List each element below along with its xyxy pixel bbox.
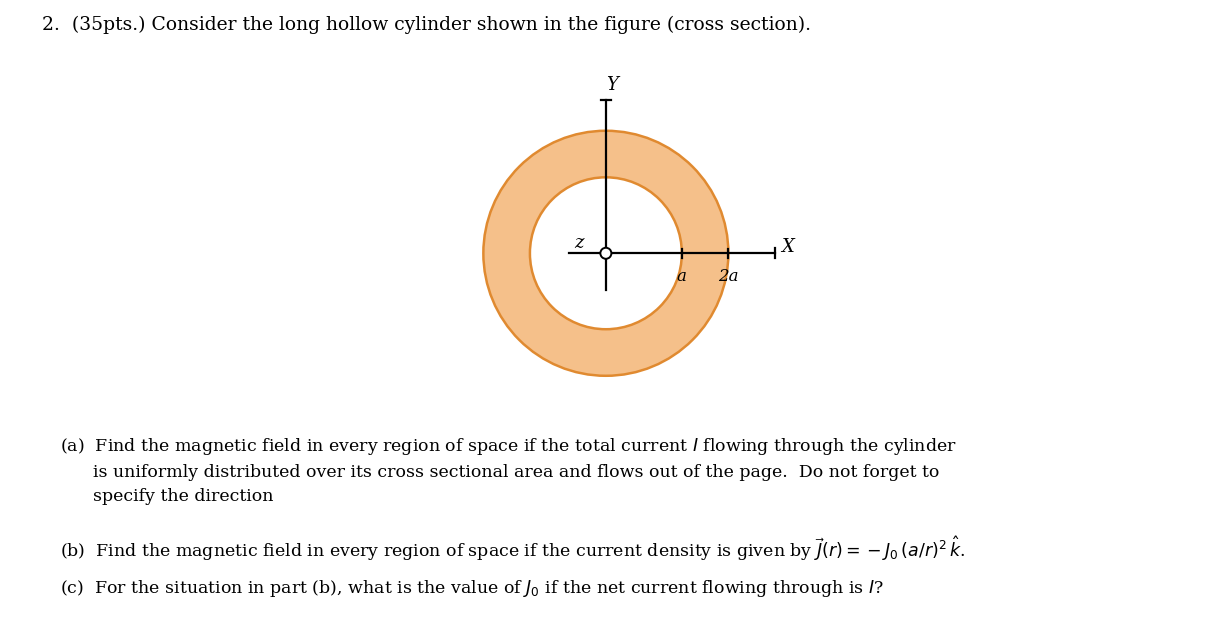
Text: X: X [781, 238, 794, 256]
Text: (c)  For the situation in part (b), what is the value of $J_0$ if the net curren: (c) For the situation in part (b), what … [60, 578, 884, 599]
Text: Y: Y [607, 76, 617, 94]
Text: (b)  Find the magnetic field in every region of space if the current density is : (b) Find the magnetic field in every reg… [60, 535, 966, 563]
Circle shape [484, 131, 728, 376]
Text: (a)  Find the magnetic field in every region of space if the total current $I$ f: (a) Find the magnetic field in every reg… [60, 436, 958, 505]
Text: 2.  (35pts.) Consider the long hollow cylinder shown in the figure (cross sectio: 2. (35pts.) Consider the long hollow cyl… [42, 15, 812, 34]
Circle shape [529, 177, 681, 329]
Circle shape [601, 248, 611, 259]
Text: a: a [677, 268, 686, 285]
Text: 2a: 2a [718, 268, 738, 285]
Text: z: z [574, 234, 584, 253]
